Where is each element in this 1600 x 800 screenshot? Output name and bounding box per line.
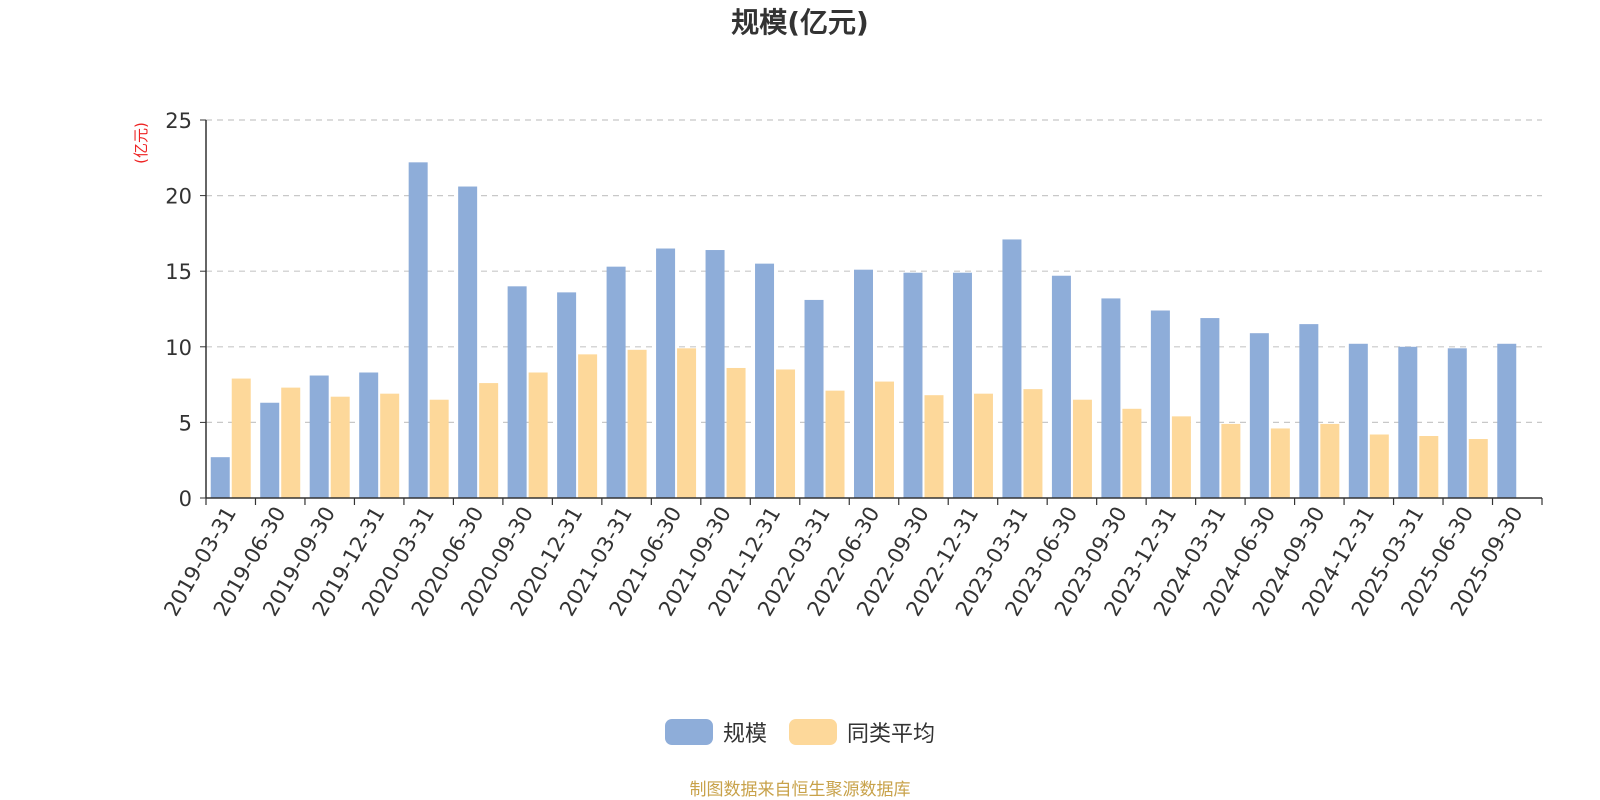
bar-scale[interactable] — [1051, 275, 1071, 498]
bar-peer-average[interactable] — [1023, 389, 1043, 498]
y-tick-label: 5 — [179, 411, 192, 435]
bar-scale[interactable] — [458, 186, 478, 498]
legend-item-scale[interactable]: 规模 — [664, 716, 767, 748]
bar-peer-average[interactable] — [1122, 408, 1142, 498]
bar-peer-average[interactable] — [231, 378, 251, 498]
bar-peer-average[interactable] — [924, 395, 944, 498]
bar-peer-average[interactable] — [1369, 434, 1389, 498]
bar-peer-average[interactable] — [1419, 436, 1439, 498]
bar-scale[interactable] — [1447, 348, 1467, 498]
bar-peer-average[interactable] — [627, 349, 647, 498]
bar-scale[interactable] — [1497, 343, 1517, 498]
legend-label-peer-average: 同类平均 — [847, 722, 936, 747]
bar-peer-average[interactable] — [1270, 428, 1290, 498]
y-tick-label: 10 — [165, 336, 192, 360]
bar-scale[interactable] — [854, 269, 873, 498]
chart-title: 规模(亿元) — [731, 6, 869, 39]
bar-peer-average[interactable] — [330, 396, 350, 498]
bar-peer-average[interactable] — [677, 348, 697, 498]
bar-scale[interactable] — [705, 250, 725, 498]
bar-peer-average[interactable] — [479, 383, 499, 498]
bar-peer-average[interactable] — [1468, 439, 1488, 498]
bar-scale[interactable] — [1249, 333, 1269, 498]
bar-peer-average[interactable] — [776, 369, 796, 498]
bar-scale[interactable] — [1002, 239, 1022, 498]
bar-scale[interactable] — [755, 263, 775, 498]
bar-peer-average[interactable] — [380, 393, 400, 498]
bar-peer-average[interactable] — [973, 393, 993, 498]
bar-peer-average[interactable] — [825, 390, 845, 498]
bar-peer-average[interactable] — [726, 367, 746, 498]
bar-scale[interactable] — [804, 299, 824, 498]
legend-item-peer-average[interactable]: 同类平均 — [789, 716, 935, 748]
bar-scale[interactable] — [1398, 346, 1418, 498]
bar-scale[interactable] — [359, 372, 379, 498]
bars — [210, 162, 1517, 498]
bar-scale[interactable] — [1299, 324, 1319, 498]
bar-scale[interactable] — [309, 375, 329, 498]
legend: 规模 同类平均 — [0, 716, 1600, 748]
y-tick-label: 20 — [165, 185, 192, 209]
bar-peer-average[interactable] — [875, 381, 894, 498]
bar-scale[interactable] — [507, 286, 527, 498]
bar-peer-average[interactable] — [578, 354, 598, 498]
bar-scale[interactable] — [903, 272, 923, 498]
gridlines — [206, 119, 1542, 423]
bar-scale[interactable] — [1101, 298, 1121, 498]
y-tick-label: 15 — [165, 260, 192, 284]
bar-scale[interactable] — [606, 266, 626, 498]
legend-label-scale: 规模 — [722, 722, 767, 747]
y-tick-label: 0 — [179, 487, 192, 511]
bar-peer-average[interactable] — [1320, 423, 1340, 498]
bar-peer-average[interactable] — [1171, 416, 1191, 498]
bar-peer-average[interactable] — [528, 372, 548, 498]
legend-swatch-scale — [664, 719, 713, 745]
legend-swatch-peer-average — [789, 719, 837, 745]
bar-scale[interactable] — [656, 248, 676, 498]
bar-peer-average[interactable] — [281, 387, 301, 498]
bar-peer-average[interactable] — [429, 399, 449, 498]
bar-scale[interactable] — [210, 457, 230, 498]
axes: 05101520252019-03-312019-06-302019-09-30… — [159, 109, 1543, 620]
bar-peer-average[interactable] — [1221, 423, 1241, 498]
bar-scale[interactable] — [952, 272, 972, 498]
bar-scale[interactable] — [1348, 343, 1368, 498]
y-axis-label: (亿元) — [132, 122, 150, 164]
bar-scale[interactable] — [260, 402, 280, 498]
bar-scale[interactable] — [1150, 310, 1170, 498]
bar-scale[interactable] — [1200, 318, 1220, 498]
bar-scale[interactable] — [557, 292, 577, 498]
source-note: 制图数据来自恒生聚源数据库 — [689, 780, 911, 800]
y-tick-label: 25 — [165, 109, 192, 133]
bar-scale[interactable] — [408, 162, 428, 498]
bar-peer-average[interactable] — [1072, 399, 1092, 498]
